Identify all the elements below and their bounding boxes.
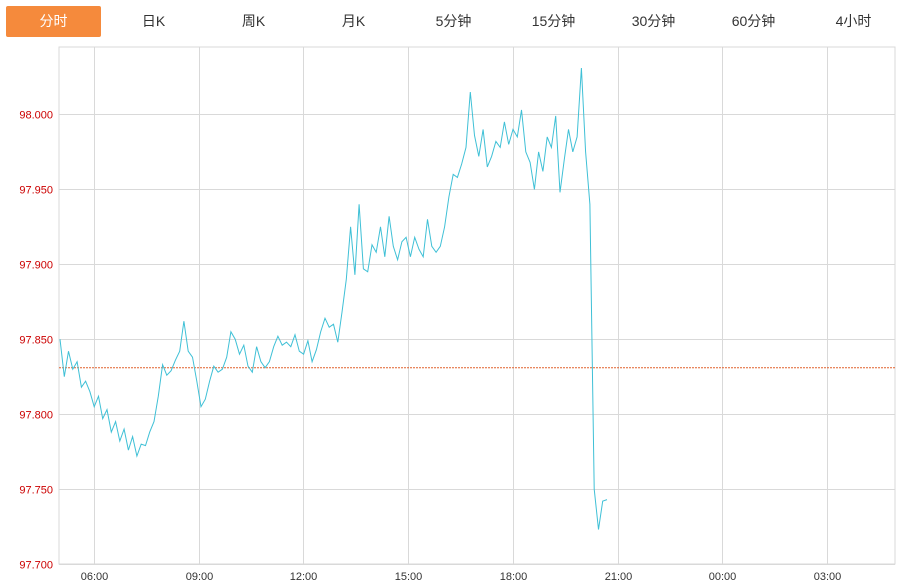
x-tick-label: 09:00: [186, 571, 214, 583]
y-tick-label: 97.750: [19, 485, 53, 497]
y-tick-label: 97.800: [19, 410, 53, 422]
x-axis-labels: 06:00 09:00 12:00 15:00 18:00 21:00 00:00 03:00: [81, 571, 842, 583]
tab-30min[interactable]: 30分钟: [631, 13, 676, 29]
x-tick-label: 03:00: [814, 571, 842, 583]
tab-4hour[interactable]: 4小时: [835, 13, 872, 29]
y-tick-label: 97.700: [19, 560, 53, 572]
y-tick-label: 97.950: [19, 185, 53, 197]
y-tick-label: 98.000: [19, 110, 53, 122]
tab-15min[interactable]: 15分钟: [531, 13, 576, 29]
tab-60min[interactable]: 60分钟: [731, 13, 776, 29]
x-tick-label: 18:00: [500, 571, 528, 583]
tab-intraday[interactable]: 分时: [6, 6, 101, 37]
x-tick-label: 21:00: [605, 571, 633, 583]
y-tick-label: 97.850: [19, 335, 53, 347]
tab-weekly-k[interactable]: 周K: [241, 13, 266, 29]
tab-daily-k[interactable]: 日K: [141, 13, 166, 29]
x-tick-label: 15:00: [395, 571, 423, 583]
x-tick-label: 12:00: [290, 571, 318, 583]
x-tick-label: 00:00: [709, 571, 737, 583]
plot-frame: [58, 46, 896, 565]
chart-grid: [58, 46, 896, 565]
tab-monthly-k[interactable]: 月K: [341, 13, 366, 29]
y-axis-labels: 97.700 97.750 97.800 97.850 97.900 97.950 98.0…: [19, 110, 53, 572]
period-tabs: 分时 日K 周K 月K 5分钟 15分钟 30分钟 60分钟 4小时: [0, 0, 908, 44]
tab-5min[interactable]: 5分钟: [435, 13, 472, 29]
price-series-line: [59, 67, 608, 530]
x-tick-label: 06:00: [81, 571, 109, 583]
y-tick-label: 97.900: [19, 260, 53, 272]
